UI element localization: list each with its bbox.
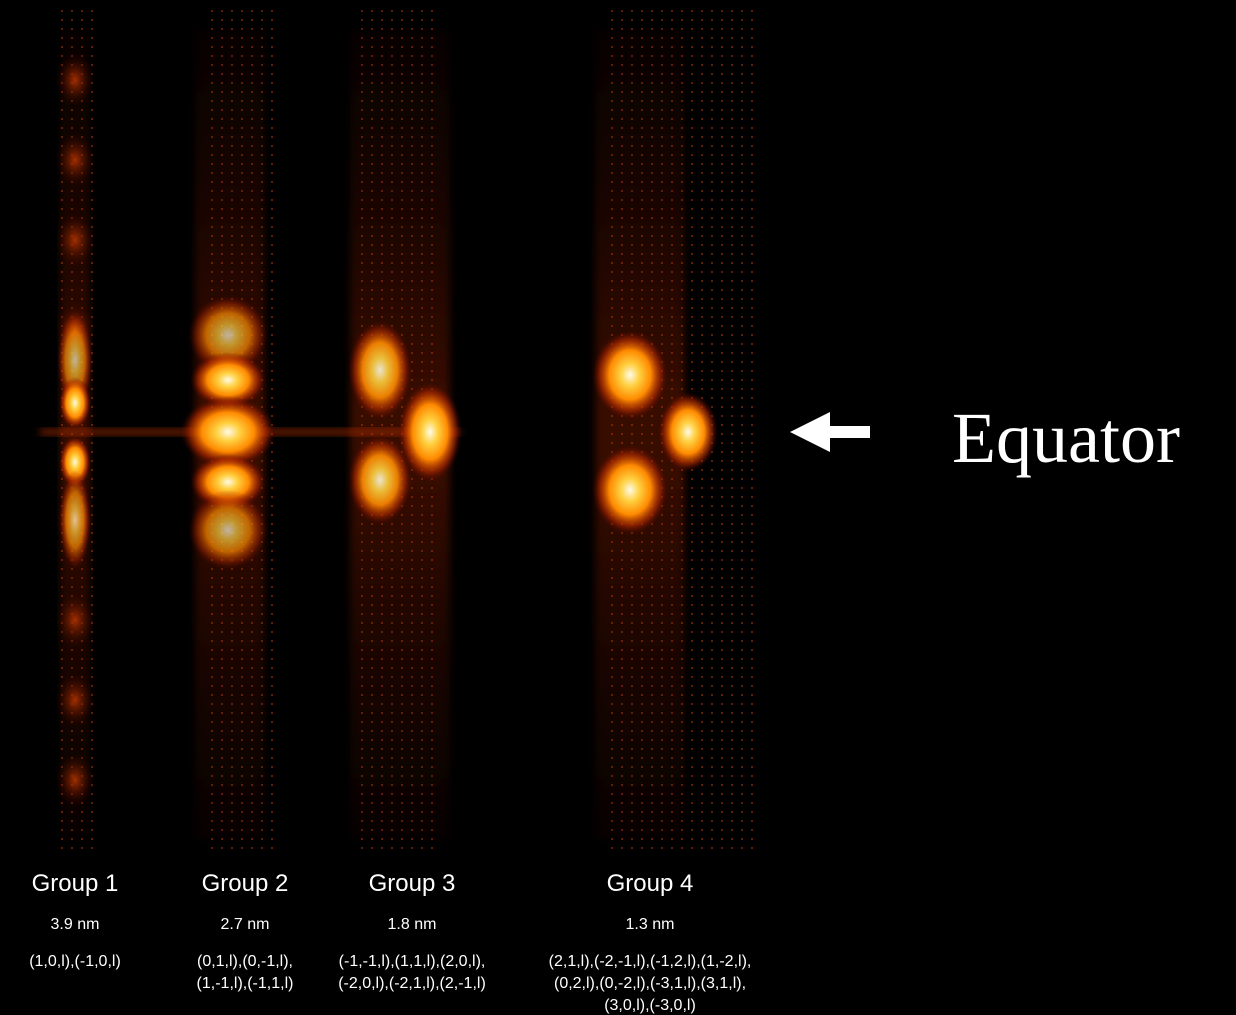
dim-spot: [55, 212, 95, 268]
diffraction-figure: Equator Group 13.9 nm(1,0,l),(-1,0,l)Gro…: [0, 0, 1236, 1015]
reflection: [188, 490, 268, 570]
group-name: Group 1: [32, 870, 119, 897]
dim-spot: [55, 132, 95, 188]
group-name: Group 3: [369, 870, 456, 897]
reflection: [592, 445, 668, 535]
group-indices: (1,0,l),(-1,0,l): [29, 953, 121, 970]
reflection: [348, 320, 412, 420]
group-indices: (3,0,l),(-3,0,l): [604, 997, 696, 1014]
reflection: [592, 330, 668, 420]
group-labels: Group 1 3.9 nm (1,0,l),(-1,0,l) Group 2 2.7 …: [29, 870, 751, 1014]
equator-label: Equator: [952, 398, 1180, 478]
group-spacing: 1.3 nm: [626, 916, 675, 933]
group-indices: (2,1,l),(-2,-1,l),(-1,2,l),(1,-2,l),: [549, 953, 752, 970]
group-name: Group 2: [202, 870, 289, 897]
group-indices: (0,1,l),(0,-1,l),: [197, 953, 293, 970]
group-name: Group 4: [607, 870, 694, 897]
group-indices: (-2,0,l),(-2,1,l),(2,-1,l): [338, 975, 486, 992]
equator-arrow: [790, 412, 870, 452]
reflection: [59, 470, 91, 570]
reflection: [658, 392, 718, 472]
dim-spot: [55, 752, 95, 808]
dim-spot: [55, 592, 95, 648]
group-indices: (1,-1,l),(-1,1,l): [197, 975, 294, 992]
reflection: [398, 382, 462, 482]
page: Equator Group 13.9 nm(1,0,l),(-1,0,l)Gro…: [0, 0, 1236, 1015]
group-spacing: 1.8 nm: [388, 916, 437, 933]
diffraction-pattern: [40, 10, 755, 850]
group-indices: (0,2,l),(0,-2,l),(-3,1,l),(3,1,l),: [554, 975, 746, 992]
dim-spot: [55, 52, 95, 108]
dim-spot: [55, 672, 95, 728]
reflection: [59, 377, 91, 429]
group-spacing: 3.9 nm: [51, 916, 100, 933]
group-spacing: 2.7 nm: [221, 916, 270, 933]
group-indices: (-1,-1,l),(1,1,l),(2,0,l),: [339, 953, 486, 970]
